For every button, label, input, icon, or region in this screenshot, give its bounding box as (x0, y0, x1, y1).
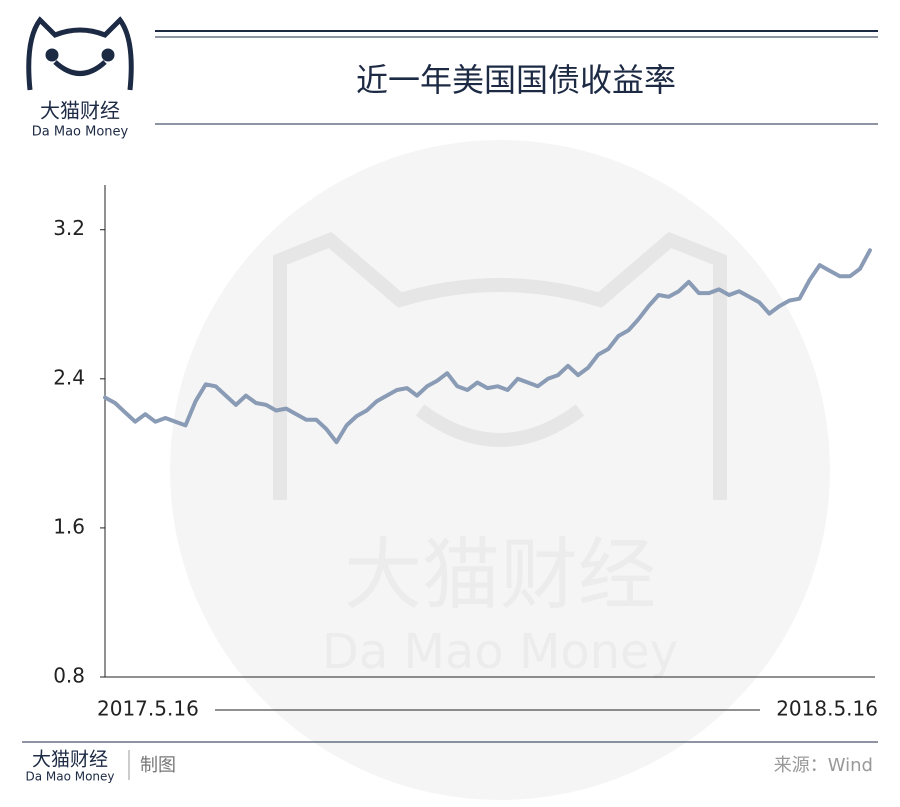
y-tick-label: 0.8 (53, 664, 85, 688)
logo-name: 大猫财经 (40, 99, 120, 123)
y-tick-label: 3.2 (53, 216, 85, 240)
watermark (170, 140, 830, 800)
y-tick-label: 1.6 (53, 514, 85, 538)
footer-logo-name: 大猫财经 (32, 749, 108, 771)
footer-credit: 制图 (140, 755, 176, 776)
watermark-cat (273, 231, 727, 500)
x-tick-label: 2017.5.16 (97, 697, 199, 721)
footer-source: 来源：Wind (774, 755, 873, 776)
logo-cat (26, 16, 134, 91)
line-series (103, 248, 872, 445)
watermark-name: 大猫财经 (344, 530, 656, 620)
y-tick-label: 2.4 (53, 365, 85, 389)
x-tick-label: 2018.5.16 (776, 697, 878, 721)
logo-sub: Da Mao Money (32, 125, 129, 140)
chart-title: 近一年美国国债收益率 (356, 61, 676, 99)
watermark-sub: Da Mao Money (322, 624, 678, 680)
footer-logo-sub: Da Mao Money (25, 770, 114, 784)
watermark-circle (170, 140, 830, 800)
